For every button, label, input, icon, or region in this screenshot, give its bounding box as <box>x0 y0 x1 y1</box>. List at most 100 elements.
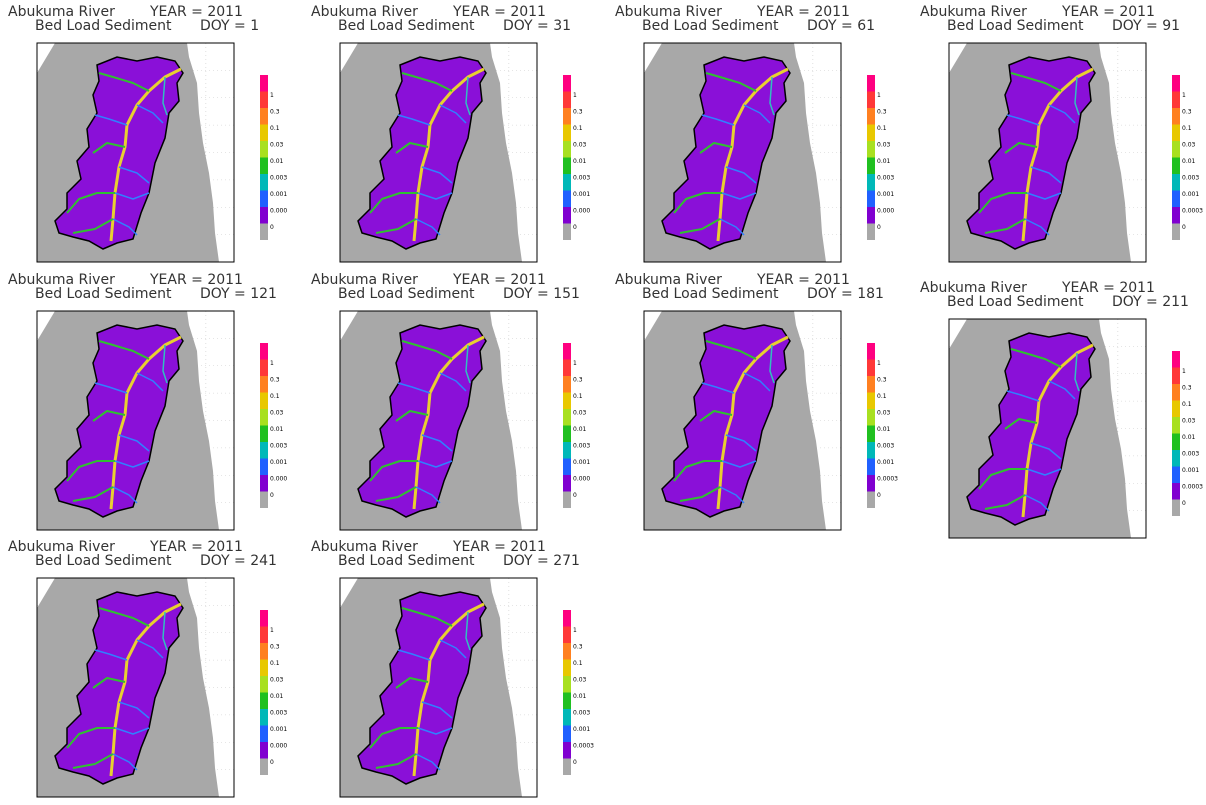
colorbar-label: 0.001 <box>270 459 287 466</box>
map-panel: Abukuma RiverYEAR = 2011Bed Load Sedimen… <box>303 535 603 803</box>
colorbar-block <box>1172 108 1180 125</box>
colorbar-label: 0.1 <box>877 125 887 132</box>
colorbar-label: 0.03 <box>1182 142 1196 149</box>
colorbar-block <box>1172 351 1180 368</box>
colorbar-block <box>260 442 268 459</box>
colorbar-label: 0.03 <box>270 410 284 417</box>
map <box>340 578 537 797</box>
colorbar-label: 0.003 <box>573 175 590 182</box>
colorbar-label: 0.001 <box>877 459 894 466</box>
colorbar-block <box>867 174 875 191</box>
colorbar-block <box>260 191 268 208</box>
colorbar-label: 0.000 <box>877 208 894 215</box>
colorbar-label: 0.03 <box>573 410 587 417</box>
colorbar-label: 0.1 <box>877 393 887 400</box>
colorbar-block <box>563 709 571 726</box>
colorbar-block <box>1172 450 1180 467</box>
colorbar-label: 0.000 <box>573 476 590 483</box>
colorbar-label: 0.003 <box>270 175 287 182</box>
colorbar-block <box>260 627 268 644</box>
colorbar-block <box>563 726 571 743</box>
colorbar-label: 0.001 <box>1182 467 1199 474</box>
colorbar-block <box>260 492 268 509</box>
colorbar-label: 0.01 <box>573 158 587 165</box>
map <box>37 311 234 530</box>
colorbar-label: 0.01 <box>573 693 587 700</box>
colorbar-block <box>260 610 268 627</box>
colorbar-label: 0.000 <box>270 743 287 750</box>
colorbar-label: 1 <box>270 360 274 367</box>
colorbar-label: 0 <box>270 224 274 231</box>
colorbar-label: 0.3 <box>877 109 887 116</box>
colorbar-label: 0.003 <box>877 175 894 182</box>
panel-svg: Abukuma RiverYEAR = 2011Bed Load Sedimen… <box>0 535 300 803</box>
colorbar-label: 0 <box>573 759 577 766</box>
colorbar-label: 0.1 <box>573 125 583 132</box>
colorbar-label: 0 <box>573 224 577 231</box>
colorbar-label: 0.0003 <box>1182 484 1203 491</box>
colorbar-block <box>260 759 268 776</box>
map-panel: Abukuma RiverYEAR = 2011Bed Load Sedimen… <box>0 535 300 803</box>
colorbar-block <box>260 141 268 158</box>
colorbar-block <box>563 75 571 92</box>
map-panel: Abukuma RiverYEAR = 2011Bed Load Sedimen… <box>303 268 603 536</box>
colorbar-label: 1 <box>1182 92 1186 99</box>
colorbar-label: 0.3 <box>270 644 280 651</box>
colorbar-block <box>260 426 268 443</box>
colorbar-block <box>1172 207 1180 224</box>
colorbar-block <box>260 343 268 360</box>
colorbar-label: 0.03 <box>573 677 587 684</box>
colorbar-block <box>260 158 268 175</box>
doy-title: DOY = 91 <box>1112 18 1180 34</box>
colorbar-block <box>260 660 268 677</box>
colorbar-label: 0 <box>270 492 274 499</box>
colorbar-block <box>1172 500 1180 517</box>
colorbar-block <box>867 191 875 208</box>
colorbar-label: 0.01 <box>270 426 284 433</box>
colorbar-block <box>260 643 268 660</box>
colorbar-label: 0.01 <box>270 158 284 165</box>
colorbar-block <box>867 376 875 393</box>
colorbar-block <box>867 108 875 125</box>
panel-svg: Abukuma RiverYEAR = 2011Bed Load Sedimen… <box>303 535 603 803</box>
colorbar-block <box>867 75 875 92</box>
colorbar-label: 0 <box>877 224 881 231</box>
page: Abukuma RiverYEAR = 2011Bed Load Sedimen… <box>0 0 1206 805</box>
map-panel: Abukuma RiverYEAR = 2011Bed Load Sedimen… <box>912 276 1206 544</box>
doy-title: DOY = 61 <box>807 18 875 34</box>
colorbar-label: 0.003 <box>270 710 287 717</box>
colorbar-block <box>563 343 571 360</box>
map-panel: Abukuma RiverYEAR = 2011Bed Load Sedimen… <box>0 268 300 536</box>
colorbar-block <box>260 224 268 241</box>
map <box>37 43 234 262</box>
colorbar-block <box>1172 75 1180 92</box>
colorbar-label: 0 <box>270 759 274 766</box>
variable-title: Bed Load Sediment <box>947 18 1084 34</box>
colorbar-label: 0.3 <box>877 377 887 384</box>
colorbar-block <box>260 742 268 759</box>
map-panel: Abukuma RiverYEAR = 2011Bed Load Sedimen… <box>607 268 907 536</box>
colorbar-block <box>260 174 268 191</box>
colorbar-label: 0.1 <box>573 660 583 667</box>
colorbar-label: 0.03 <box>1182 418 1196 425</box>
colorbar-label: 0.000 <box>573 208 590 215</box>
colorbar-label: 1 <box>573 92 577 99</box>
map <box>949 43 1146 262</box>
colorbar-label: 0.03 <box>270 677 284 684</box>
colorbar-block <box>563 224 571 241</box>
colorbar-block <box>563 492 571 509</box>
colorbar-label: 0.001 <box>573 191 590 198</box>
colorbar-label: 0.01 <box>270 693 284 700</box>
colorbar-block <box>260 125 268 142</box>
colorbar-block <box>1172 467 1180 484</box>
colorbar-block <box>563 442 571 459</box>
colorbar-block <box>563 676 571 693</box>
colorbar-label: 0.03 <box>573 142 587 149</box>
variable-title: Bed Load Sediment <box>35 286 172 302</box>
colorbar-label: 0.03 <box>270 142 284 149</box>
colorbar-label: 0.003 <box>1182 175 1199 182</box>
colorbar-block <box>867 92 875 109</box>
colorbar-block <box>260 726 268 743</box>
colorbar-block <box>260 676 268 693</box>
